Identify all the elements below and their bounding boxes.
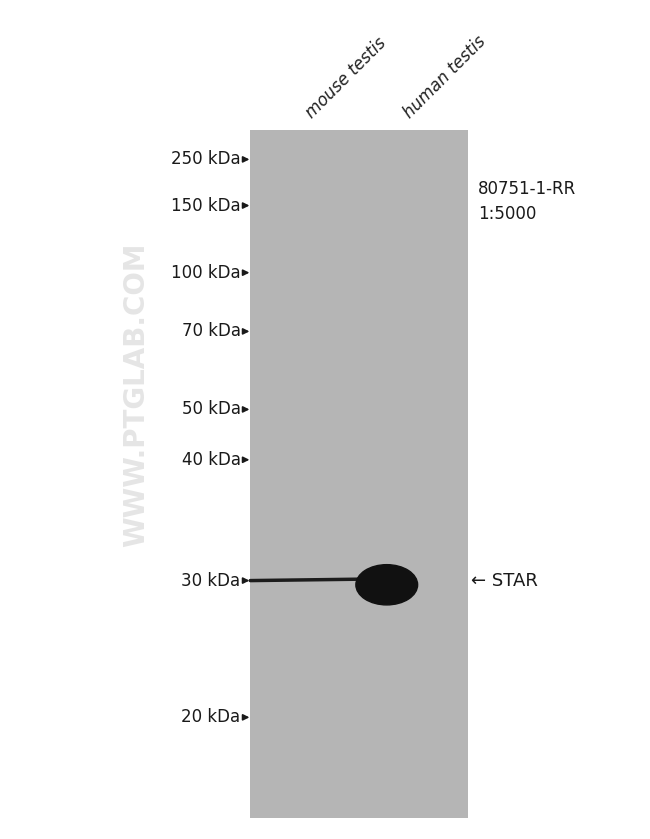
Text: human testis: human testis	[400, 32, 489, 122]
Text: 100 kDa: 100 kDa	[171, 263, 240, 282]
Text: mouse testis: mouse testis	[302, 34, 390, 122]
Bar	[250, 130, 468, 818]
Text: 30 kDa: 30 kDa	[181, 571, 240, 590]
Text: WWW.PTGLAB.COM: WWW.PTGLAB.COM	[122, 242, 151, 546]
Text: 70 kDa: 70 kDa	[181, 322, 240, 341]
Text: 40 kDa: 40 kDa	[181, 451, 240, 469]
Text: 80751-1-RR
1:5000: 80751-1-RR 1:5000	[478, 180, 576, 223]
Text: 50 kDa: 50 kDa	[181, 400, 240, 419]
Text: ← STAR: ← STAR	[471, 571, 538, 590]
Ellipse shape	[356, 565, 417, 605]
Text: 20 kDa: 20 kDa	[181, 708, 240, 727]
Text: 150 kDa: 150 kDa	[171, 196, 240, 215]
Text: 250 kDa: 250 kDa	[171, 150, 240, 169]
